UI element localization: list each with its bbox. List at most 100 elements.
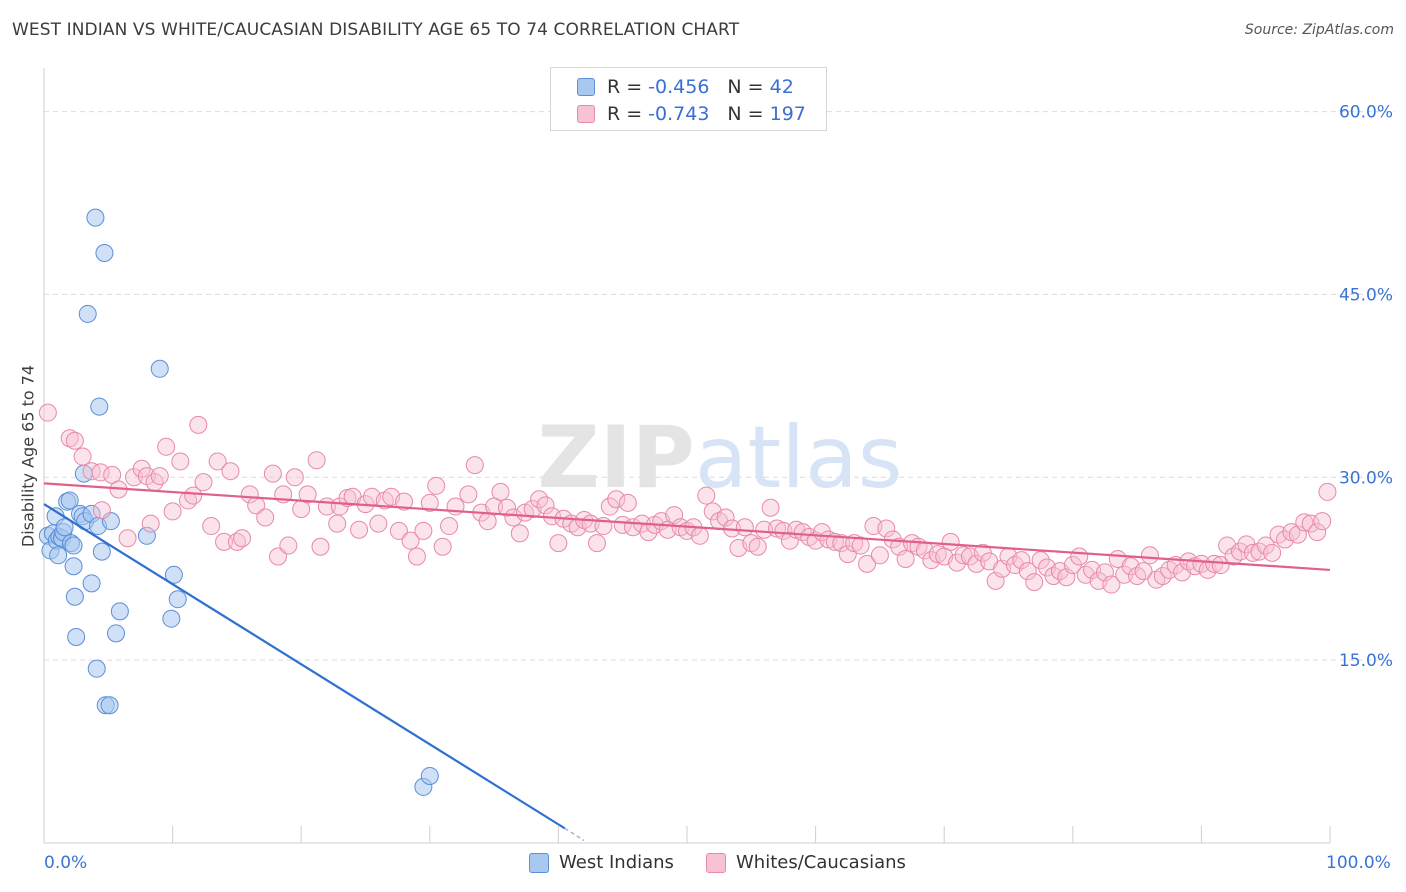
legend-row-whites-caucasians: R = -0.743 N = 197 bbox=[577, 103, 806, 125]
white-caucasian-point bbox=[184, 486, 203, 505]
white-caucasian-point bbox=[194, 473, 213, 492]
west-indian-point bbox=[150, 359, 169, 378]
white-caucasian-point bbox=[179, 491, 198, 510]
white-caucasian-point bbox=[858, 554, 877, 573]
west-indian-point bbox=[107, 624, 126, 643]
west-indian-point bbox=[162, 609, 181, 628]
white-caucasian-point bbox=[941, 532, 960, 551]
series-swatch-blue bbox=[529, 852, 549, 873]
white-caucasian-point bbox=[1318, 482, 1337, 501]
white-caucasian-point bbox=[395, 492, 414, 511]
west-indian-point bbox=[168, 590, 187, 609]
white-caucasian-point bbox=[851, 536, 870, 555]
west-indian-point bbox=[49, 546, 68, 565]
legend-r-label: R = bbox=[607, 103, 643, 125]
white-caucasian-point bbox=[407, 547, 426, 566]
white-caucasian-point bbox=[697, 486, 716, 505]
west-indian-point bbox=[64, 557, 83, 576]
legend-n-label: N = bbox=[727, 103, 764, 125]
west-indians-points bbox=[38, 208, 439, 796]
y-tick-label: 60.0% bbox=[1339, 103, 1393, 123]
west-indian-point bbox=[82, 574, 101, 593]
white-caucasian-point bbox=[401, 531, 420, 550]
white-caucasian-point bbox=[780, 531, 799, 550]
legend-row-west-indians: R = -0.456 N = 42 bbox=[577, 76, 794, 98]
white-caucasian-point bbox=[877, 519, 896, 538]
white-caucasian-point bbox=[440, 517, 459, 536]
source-label: Source: ZipAtlas.com bbox=[1244, 22, 1394, 38]
white-caucasian-point bbox=[157, 437, 176, 456]
legend-n-label: N = bbox=[727, 76, 764, 98]
west-indian-point bbox=[100, 696, 119, 715]
white-caucasian-point bbox=[91, 463, 110, 482]
y-tick-label: 30.0% bbox=[1339, 468, 1393, 488]
west-indian-point bbox=[55, 518, 74, 537]
white-caucasian-point bbox=[755, 520, 774, 539]
white-caucasian-point bbox=[279, 536, 298, 555]
white-caucasian-point bbox=[774, 521, 793, 540]
white-caucasian-point bbox=[92, 501, 111, 520]
white-caucasian-point bbox=[256, 508, 275, 527]
white-caucasian-point bbox=[221, 462, 240, 481]
white-caucasian-point bbox=[1025, 573, 1044, 592]
west-indian-point bbox=[90, 397, 109, 416]
y-tick-labels: 15.0% 30.0% 45.0% 60.0% bbox=[1339, 103, 1393, 672]
white-caucasian-point bbox=[1018, 562, 1037, 581]
white-caucasian-point bbox=[510, 524, 529, 543]
white-caucasian-point bbox=[171, 452, 190, 471]
white-caucasian-point bbox=[1205, 554, 1224, 573]
legend-swatch-blue bbox=[577, 78, 595, 96]
white-caucasian-point bbox=[716, 508, 735, 527]
white-caucasian-point bbox=[870, 546, 889, 565]
series-swatch-pink bbox=[706, 852, 726, 873]
white-caucasian-point bbox=[65, 431, 84, 450]
white-caucasian-point bbox=[600, 497, 619, 516]
white-caucasian-point bbox=[311, 537, 330, 556]
series-legend-west-indians: West Indians bbox=[529, 852, 674, 873]
white-caucasian-point bbox=[748, 537, 767, 556]
x-tick-label-max: 100.0% bbox=[1326, 853, 1391, 873]
white-caucasian-point bbox=[549, 534, 568, 553]
white-caucasian-point bbox=[497, 498, 516, 517]
white-caucasian-point bbox=[1031, 551, 1050, 570]
white-caucasian-point bbox=[328, 514, 347, 533]
trend-lines bbox=[43, 482, 1331, 842]
series-legend-label: West Indians bbox=[559, 852, 674, 873]
correlation-legend: R = -0.456 N = 42 R = -0.743 N = 197 bbox=[550, 67, 827, 131]
white-caucasian-point bbox=[285, 468, 304, 487]
white-caucasian-point bbox=[832, 534, 851, 553]
white-caucasian-point bbox=[189, 415, 208, 434]
white-caucasian-point bbox=[118, 529, 137, 548]
white-caucasian-point bbox=[1313, 512, 1332, 531]
west-indian-point bbox=[420, 766, 439, 785]
white-caucasian-point bbox=[269, 547, 288, 566]
west-indian-point bbox=[60, 491, 79, 510]
white-caucasian-point bbox=[369, 514, 388, 533]
white-caucasian-point bbox=[263, 464, 282, 483]
west-indian-point bbox=[92, 542, 111, 561]
white-caucasian-point bbox=[459, 485, 478, 504]
west-indian-point bbox=[95, 243, 114, 262]
white-caucasian-point bbox=[536, 496, 555, 515]
legend-swatch-pink bbox=[577, 105, 595, 123]
white-caucasian-point bbox=[1012, 551, 1031, 570]
white-caucasian-point bbox=[838, 545, 857, 564]
x-tick-label-min: 0.0% bbox=[44, 853, 88, 873]
white-caucasian-point bbox=[227, 532, 246, 551]
grid-lines bbox=[44, 111, 1395, 661]
white-caucasian-point bbox=[1140, 546, 1159, 565]
west-indian-point bbox=[67, 627, 86, 646]
white-caucasian-point bbox=[618, 493, 637, 512]
legend-n-value: 197 bbox=[769, 103, 806, 125]
y-tick-label: 45.0% bbox=[1339, 285, 1393, 305]
series-legend-whites-caucasians: Whites/Caucasians bbox=[706, 852, 906, 873]
white-caucasian-point bbox=[420, 493, 439, 512]
y-tick-label: 15.0% bbox=[1339, 651, 1393, 671]
west-indian-point bbox=[110, 602, 129, 621]
west-indians-trend-line bbox=[43, 503, 566, 830]
white-caucasian-point bbox=[690, 526, 709, 545]
white-caucasian-point bbox=[350, 520, 369, 539]
white-caucasian-point bbox=[1308, 523, 1327, 542]
series-legend: West Indians Whites/Caucasians bbox=[0, 852, 1406, 878]
